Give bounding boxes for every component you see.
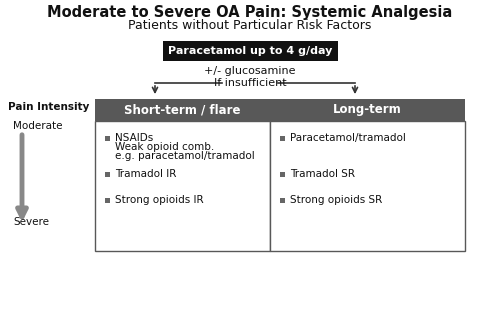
Text: Weak opioid comb.: Weak opioid comb.: [115, 142, 214, 152]
Text: Tramadol SR: Tramadol SR: [290, 169, 355, 179]
FancyBboxPatch shape: [270, 99, 465, 121]
Text: Strong opioids SR: Strong opioids SR: [290, 195, 382, 205]
FancyBboxPatch shape: [95, 99, 270, 121]
FancyBboxPatch shape: [280, 198, 285, 203]
Text: Short-term / flare: Short-term / flare: [124, 103, 241, 117]
Text: NSAIDs: NSAIDs: [115, 133, 153, 143]
FancyBboxPatch shape: [105, 172, 110, 177]
Text: Severe: Severe: [13, 217, 49, 227]
Text: Paracetamol up to 4 g/day: Paracetamol up to 4 g/day: [168, 46, 332, 56]
Text: Strong opioids IR: Strong opioids IR: [115, 195, 204, 205]
Text: +/- glucosamine: +/- glucosamine: [204, 66, 296, 76]
Text: Long-term: Long-term: [333, 103, 402, 117]
Text: Tramadol IR: Tramadol IR: [115, 169, 176, 179]
FancyBboxPatch shape: [270, 121, 465, 251]
Text: If insufficient: If insufficient: [214, 78, 286, 88]
FancyBboxPatch shape: [95, 121, 270, 251]
Text: Patients without Particular Risk Factors: Patients without Particular Risk Factors: [128, 19, 372, 32]
Text: Pain Intensity: Pain Intensity: [8, 102, 89, 112]
Text: Moderate to Severe OA Pain: Systemic Analgesia: Moderate to Severe OA Pain: Systemic Ana…: [48, 5, 452, 20]
FancyBboxPatch shape: [105, 198, 110, 203]
Text: e.g. paracetamol/tramadol: e.g. paracetamol/tramadol: [115, 151, 255, 161]
FancyBboxPatch shape: [105, 136, 110, 141]
FancyBboxPatch shape: [280, 172, 285, 177]
FancyBboxPatch shape: [162, 41, 338, 61]
FancyBboxPatch shape: [280, 136, 285, 141]
Text: Moderate: Moderate: [13, 121, 62, 131]
Text: Paracetamol/tramadol: Paracetamol/tramadol: [290, 133, 406, 143]
